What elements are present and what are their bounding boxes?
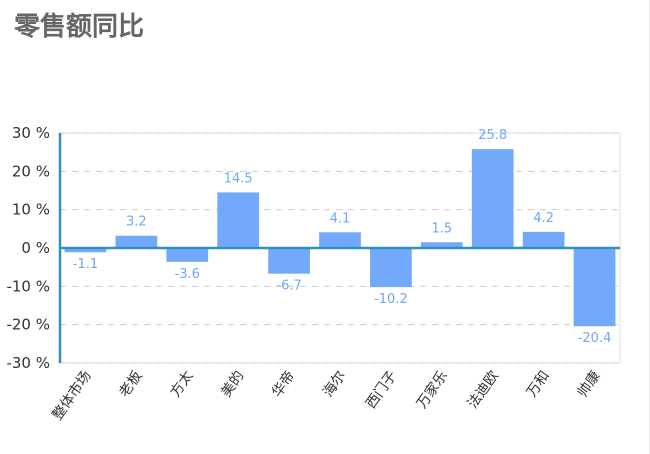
bar: [64, 248, 107, 253]
y-tick-label: -30 %: [6, 354, 50, 372]
data-label: -6.7: [276, 279, 301, 294]
data-label: 14.5: [224, 171, 253, 186]
bar: [522, 231, 565, 248]
x-tick-label: 整体市场: [49, 368, 95, 424]
y-tick-label: 30 %: [12, 124, 50, 142]
bar: [166, 248, 209, 262]
data-label: 4.1: [330, 211, 351, 226]
x-tick-label: 万和: [524, 368, 553, 400]
data-label: -3.6: [175, 267, 200, 282]
x-tick-label: 西门子: [363, 368, 400, 412]
data-label: -1.1: [73, 257, 98, 272]
bar: [268, 248, 310, 274]
y-tick-label: 0 %: [21, 239, 50, 257]
x-tick-label: 万家乐: [413, 368, 451, 412]
bar: [420, 242, 463, 248]
bar: [370, 248, 412, 288]
chart-title: 零售额同比: [14, 12, 145, 42]
x-tick-label: 帅康: [574, 368, 604, 401]
data-label: 25.8: [478, 128, 507, 143]
bar: [573, 248, 616, 327]
x-tick-label: 华帝: [269, 368, 298, 400]
y-tick-label: 10 %: [12, 201, 50, 219]
x-tick-label: 美的: [218, 368, 247, 400]
y-tick-label: -20 %: [6, 316, 50, 334]
bar: [471, 149, 514, 248]
bar: [217, 192, 260, 248]
data-label: -20.4: [578, 331, 612, 346]
data-label: 1.5: [431, 221, 452, 236]
x-tick-label: 老板: [116, 368, 145, 400]
data-label: -10.2: [374, 292, 408, 307]
bar: [319, 232, 361, 248]
x-tick-label: 法迪欧: [465, 368, 502, 412]
x-tick-label: 海尔: [320, 368, 349, 400]
data-label: 4.2: [533, 211, 554, 226]
x-tick-label: 方太: [167, 368, 196, 400]
y-tick-label: 20 %: [12, 162, 50, 180]
data-label: 3.2: [126, 215, 147, 230]
bar: [115, 235, 158, 248]
y-tick-label: -10 %: [6, 277, 50, 295]
